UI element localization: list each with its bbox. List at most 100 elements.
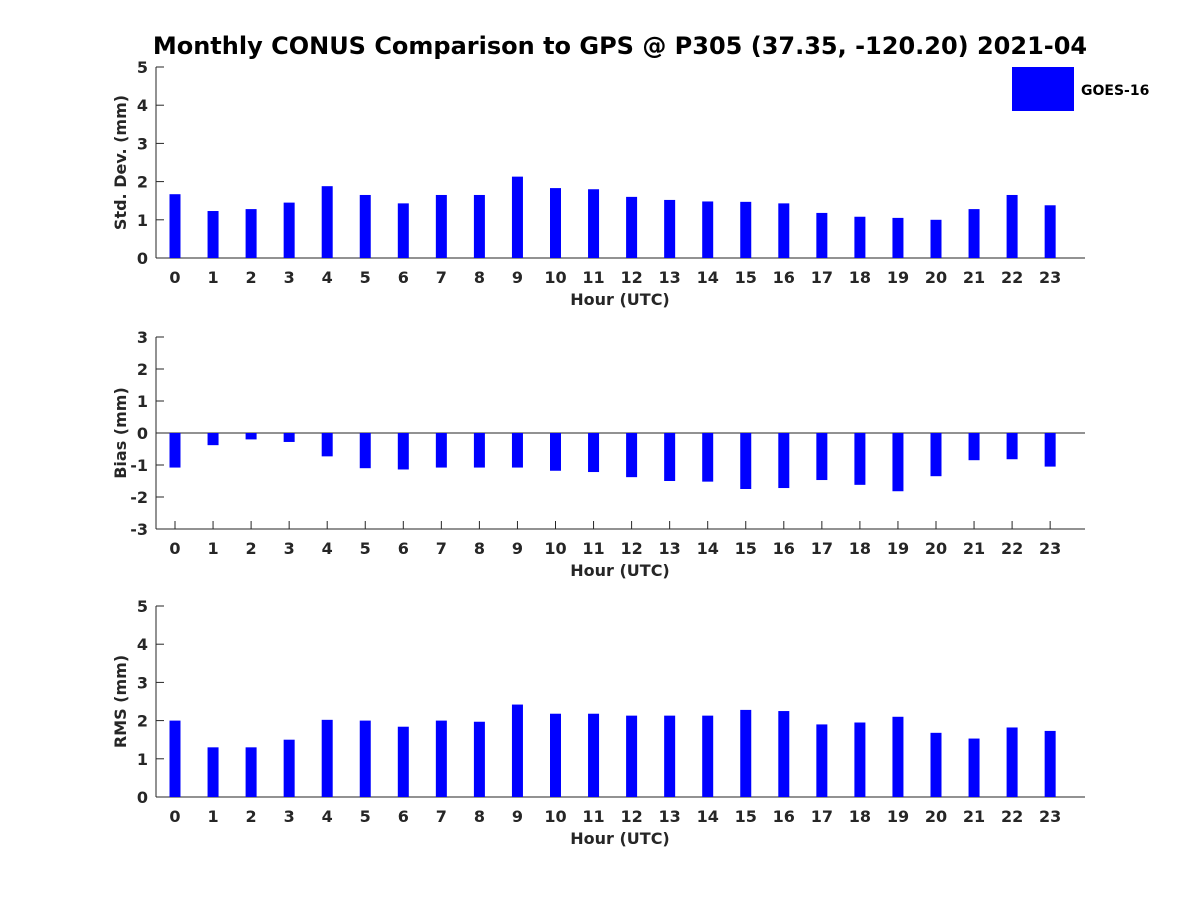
x-tick-label: 22 (1001, 268, 1023, 287)
bar-hour-23 (1044, 730, 1056, 797)
x-tick-label: 18 (849, 807, 871, 826)
legend-swatch (1012, 67, 1074, 111)
bar-hour-17 (816, 212, 828, 258)
x-tick-label: 5 (360, 539, 371, 558)
bar-hour-17 (816, 433, 828, 481)
bar-hour-6 (397, 726, 409, 797)
y-tick-label: 4 (137, 96, 148, 115)
x-tick-label: 23 (1039, 268, 1061, 287)
bar-hour-4 (321, 433, 333, 457)
x-tick-label: 21 (963, 268, 985, 287)
y-tick-label: 5 (137, 597, 148, 616)
bar-hour-3 (283, 202, 295, 258)
bar-hour-6 (397, 203, 409, 258)
bar-hour-16 (778, 433, 790, 489)
y-tick-label: 3 (137, 134, 148, 153)
x-tick-label: 8 (474, 807, 485, 826)
bar-hour-23 (1044, 433, 1056, 467)
x-tick-label: 19 (887, 539, 909, 558)
bar-hour-13 (664, 199, 676, 258)
y-tick-label: 0 (137, 249, 148, 268)
bar-hour-22 (1006, 194, 1018, 258)
bar-hour-5 (359, 720, 371, 797)
bar-hour-10 (550, 188, 561, 258)
bar-hour-4 (321, 186, 333, 258)
bar-hour-5 (359, 433, 371, 469)
bar-hour-0 (169, 433, 181, 468)
bar-hour-4 (321, 719, 333, 797)
x-tick-label: 10 (544, 807, 566, 826)
bar-hour-11 (588, 433, 600, 473)
x-tick-label: 22 (1001, 807, 1023, 826)
x-tick-label: 14 (697, 807, 719, 826)
x-tick-label: 23 (1039, 807, 1061, 826)
bar-hour-21 (968, 433, 980, 461)
bar-hour-11 (588, 713, 600, 797)
y-tick-label: 5 (137, 58, 148, 77)
x-tick-label: 11 (582, 807, 604, 826)
x-tick-label: 19 (887, 268, 909, 287)
x-tick-label: 22 (1001, 539, 1023, 558)
bar-hour-0 (169, 720, 181, 797)
bar-hour-18 (854, 722, 866, 797)
bar-hour-19 (892, 433, 904, 492)
legend: GOES-16 (1012, 67, 1149, 111)
x-tick-label: 12 (620, 807, 642, 826)
bar-hour-2 (245, 209, 257, 258)
x-axis-label: Hour (UTC) (570, 561, 670, 580)
bar-hour-1 (207, 747, 219, 797)
x-tick-label: 0 (169, 268, 180, 287)
x-tick-label: 9 (512, 539, 523, 558)
x-tick-label: 15 (735, 807, 757, 826)
bar-hour-9 (511, 704, 523, 797)
x-tick-label: 4 (322, 539, 333, 558)
x-tick-label: 11 (582, 539, 604, 558)
x-tick-label: 17 (811, 268, 833, 287)
y-axis-label: Bias (mm) (111, 387, 130, 479)
x-tick-label: 13 (659, 539, 681, 558)
bar-hour-7 (435, 433, 447, 468)
x-tick-label: 20 (925, 268, 947, 287)
bar-hour-11 (588, 189, 600, 258)
x-tick-label: 0 (169, 539, 180, 558)
bar-hour-10 (550, 713, 561, 797)
x-tick-label: 10 (544, 539, 566, 558)
bar-hour-13 (664, 433, 676, 481)
bar-hour-2 (245, 433, 257, 440)
x-tick-label: 16 (773, 268, 795, 287)
x-tick-label: 2 (246, 807, 257, 826)
y-tick-label: 0 (137, 424, 148, 443)
x-tick-label: 12 (620, 539, 642, 558)
figure-title: Monthly CONUS Comparison to GPS @ P305 (… (153, 32, 1087, 60)
bar-hour-19 (892, 217, 904, 258)
x-tick-label: 9 (512, 268, 523, 287)
x-tick-label: 4 (322, 268, 333, 287)
bar-hour-17 (816, 724, 828, 797)
x-tick-label: 1 (207, 807, 218, 826)
bar-hour-22 (1006, 727, 1018, 797)
bar-hour-0 (169, 194, 181, 258)
bar-hour-8 (473, 194, 485, 258)
bar-hour-19 (892, 716, 904, 797)
x-tick-label: 8 (474, 539, 485, 558)
x-tick-label: 8 (474, 268, 485, 287)
x-tick-label: 15 (735, 268, 757, 287)
x-tick-label: 6 (398, 807, 409, 826)
bar-hour-10 (550, 433, 561, 471)
x-tick-label: 6 (398, 539, 409, 558)
bar-hour-7 (435, 194, 447, 258)
bar-hour-6 (397, 433, 409, 470)
x-tick-label: 1 (207, 539, 218, 558)
x-tick-label: 7 (436, 807, 447, 826)
x-tick-label: 17 (811, 807, 833, 826)
bar-hour-14 (702, 433, 714, 482)
x-tick-label: 0 (169, 807, 180, 826)
bar-hour-12 (626, 715, 638, 797)
x-tick-label: 2 (246, 539, 257, 558)
y-tick-label: 3 (137, 673, 148, 692)
bar-hour-5 (359, 194, 371, 258)
x-tick-label: 2 (246, 268, 257, 287)
